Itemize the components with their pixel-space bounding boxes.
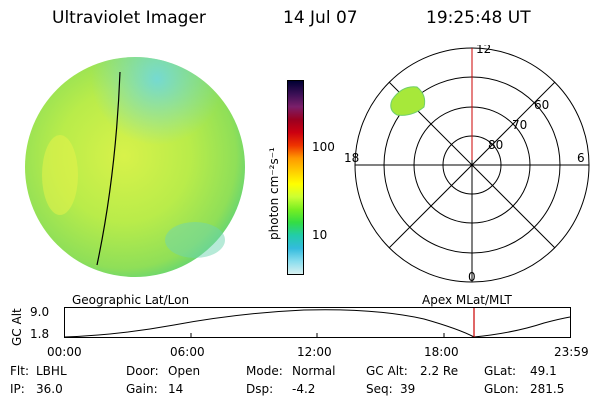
instrument-title: Ultraviolet Imager	[52, 8, 206, 28]
glon-label: GLon:	[484, 382, 519, 396]
mlat-label-70: 70	[512, 118, 527, 132]
earth-disk-image	[25, 57, 245, 277]
aurora-oval-patch	[390, 86, 426, 116]
timeline-right-title: Apex MLat/MLT	[422, 293, 512, 307]
dsp-value: -4.2	[292, 382, 316, 396]
colorbar-unit-label: photon cm⁻²s⁻¹	[267, 147, 281, 240]
mlat-label-80: 80	[488, 138, 503, 152]
timeline-y-label: GC Alt	[10, 308, 24, 346]
timeline-x-tick-1200: 12:00	[297, 345, 332, 359]
mlt-label-18: 18	[344, 151, 359, 165]
flt-label: Flt:	[10, 364, 29, 378]
glat-label: GLat:	[484, 364, 517, 378]
gain-label: Gain:	[126, 382, 158, 396]
ip-label: IP:	[10, 382, 25, 396]
dsp-label: Dsp:	[246, 382, 274, 396]
dayglow-limb	[25, 57, 245, 277]
glon-value: 281.5	[530, 382, 565, 396]
mlat-label-60: 60	[534, 98, 549, 112]
mode-label: Mode:	[246, 364, 283, 378]
timeline-y-tick-low: 1.8	[30, 327, 50, 341]
mlt-label-0: 0	[468, 270, 476, 284]
aurora-patch	[165, 222, 225, 258]
mode-value: Normal	[292, 364, 336, 378]
seq-label: Seq:	[366, 382, 393, 396]
colorbar-tick-10: 10	[312, 228, 328, 242]
gcalt-label: GC Alt:	[366, 364, 408, 378]
colorbar	[287, 80, 304, 275]
gcalt-value: 2.2 Re	[420, 364, 459, 378]
polar-mlt-plot: 12 18 6 0 60 70 80	[344, 45, 590, 284]
timeline-x-tick-0000: 00:00	[47, 345, 82, 359]
seq-value: 39	[400, 382, 416, 396]
timeline-x-tick-1800: 18:00	[424, 345, 459, 359]
polar-diagonal-2	[388, 81, 556, 249]
door-label: Door:	[126, 364, 159, 378]
timeline-left-title: Geographic Lat/Lon	[72, 293, 190, 307]
timeline-y-tick-high: 9.0	[30, 305, 50, 319]
gain-value: 14	[168, 382, 184, 396]
ip-value: 36.0	[36, 382, 63, 396]
timeline-x-tick-2359: 23:59	[554, 345, 589, 359]
flt-value: LBHL	[36, 364, 67, 378]
altitude-timeline	[64, 307, 571, 338]
glat-value: 49.1	[530, 364, 557, 378]
altitude-curve	[64, 309, 571, 338]
mlt-label-12: 12	[476, 45, 491, 56]
date-label: 14 Jul 07	[283, 8, 358, 28]
terminator-line	[96, 71, 121, 266]
time-label: 19:25:48 UT	[426, 8, 531, 28]
mlt-label-6: 6	[577, 151, 585, 165]
door-value: Open	[168, 364, 201, 378]
bright-patch	[42, 135, 78, 215]
colorbar-tick-100: 100	[312, 140, 335, 154]
timeline-x-tick-0600: 06:00	[170, 345, 205, 359]
